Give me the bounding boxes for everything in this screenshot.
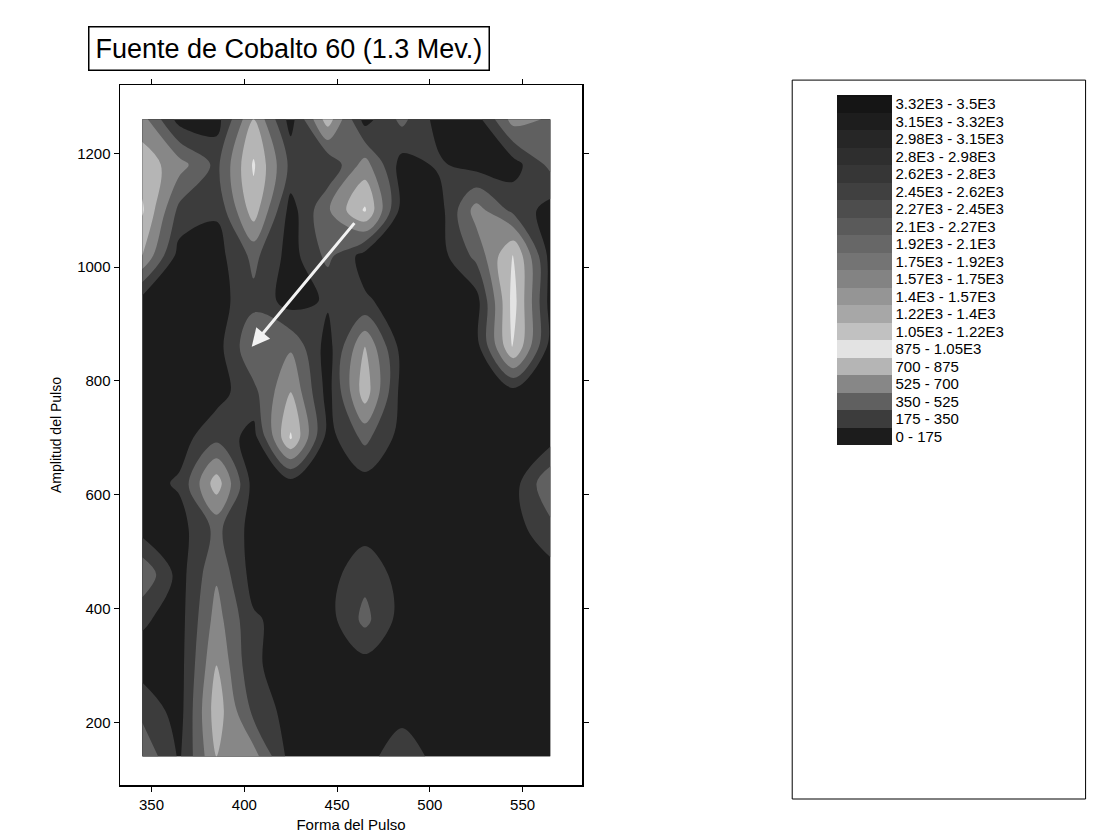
svg-text:400: 400: [232, 796, 257, 813]
svg-text:500: 500: [417, 796, 442, 813]
svg-text:1000: 1000: [77, 258, 110, 275]
svg-text:450: 450: [325, 796, 350, 813]
svg-text:875 - 1.05E3: 875 - 1.05E3: [896, 340, 982, 357]
svg-text:600: 600: [85, 486, 110, 503]
svg-text:1.57E3 - 1.75E3: 1.57E3 - 1.75E3: [896, 270, 1004, 287]
svg-text:1.22E3 - 1.4E3: 1.22E3 - 1.4E3: [896, 305, 996, 322]
svg-text:Amplitud del Pulso: Amplitud del Pulso: [48, 377, 64, 493]
svg-text:700 - 875: 700 - 875: [896, 358, 959, 375]
svg-text:1200: 1200: [77, 145, 110, 162]
svg-text:3.15E3 - 3.32E3: 3.15E3 - 3.32E3: [896, 113, 1004, 130]
svg-text:Forma del Pulso: Forma del Pulso: [296, 816, 405, 833]
svg-text:2.98E3 - 3.15E3: 2.98E3 - 3.15E3: [896, 130, 1004, 147]
svg-text:550: 550: [510, 796, 535, 813]
svg-text:1.4E3 - 1.57E3: 1.4E3 - 1.57E3: [896, 288, 996, 305]
svg-text:175 - 350: 175 - 350: [896, 410, 959, 427]
svg-text:2.45E3 - 2.62E3: 2.45E3 - 2.62E3: [896, 183, 1004, 200]
svg-text:2.62E3 - 2.8E3: 2.62E3 - 2.8E3: [896, 165, 996, 182]
svg-text:Fuente de Cobalto 60 (1.3 Mev.: Fuente de Cobalto 60 (1.3 Mev.): [96, 34, 483, 64]
svg-text:2.1E3 - 2.27E3: 2.1E3 - 2.27E3: [896, 218, 996, 235]
svg-text:0 - 175: 0 - 175: [896, 428, 943, 445]
svg-text:2.8E3 - 2.98E3: 2.8E3 - 2.98E3: [896, 148, 996, 165]
svg-text:350 - 525: 350 - 525: [896, 393, 959, 410]
svg-text:800: 800: [85, 372, 110, 389]
svg-text:2.27E3 - 2.45E3: 2.27E3 - 2.45E3: [896, 200, 1004, 217]
svg-text:400: 400: [85, 600, 110, 617]
svg-text:200: 200: [85, 714, 110, 731]
svg-text:1.92E3 - 2.1E3: 1.92E3 - 2.1E3: [896, 235, 996, 252]
svg-text:350: 350: [139, 796, 164, 813]
svg-text:525 - 700: 525 - 700: [896, 375, 959, 392]
svg-text:1.05E3 - 1.22E3: 1.05E3 - 1.22E3: [896, 323, 1004, 340]
svg-text:3.32E3 - 3.5E3: 3.32E3 - 3.5E3: [896, 95, 996, 112]
svg-text:1.75E3 - 1.92E3: 1.75E3 - 1.92E3: [896, 253, 1004, 270]
